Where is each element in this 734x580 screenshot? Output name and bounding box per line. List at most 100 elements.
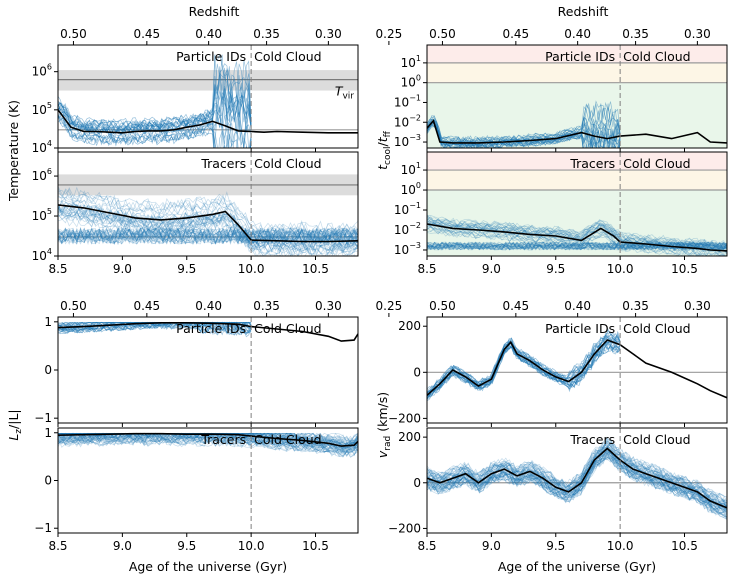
y-tick-label: 100 bbox=[401, 181, 421, 197]
y-tick-label: 10−2 bbox=[394, 113, 421, 129]
trajectory-line bbox=[58, 227, 358, 246]
trajectory-line bbox=[58, 324, 252, 336]
top-axis-label: Redshift bbox=[189, 4, 240, 19]
y-tick-label: 0 bbox=[413, 476, 421, 490]
trajectory-line bbox=[58, 432, 358, 445]
trajectory-line bbox=[58, 433, 358, 456]
y-tick-label: 0 bbox=[44, 363, 52, 377]
trajectory-line bbox=[427, 241, 727, 251]
trajectory-line bbox=[427, 450, 727, 514]
axes-frame bbox=[426, 427, 728, 534]
trajectory-line bbox=[427, 241, 727, 251]
trajectory-line bbox=[427, 455, 727, 516]
panel-1-1 bbox=[427, 152, 727, 256]
trajectory-line bbox=[58, 94, 252, 136]
trajectory-line bbox=[58, 432, 358, 448]
trajectory-line bbox=[58, 435, 358, 458]
panel-2-0 bbox=[58, 317, 358, 423]
trajectory-line bbox=[58, 432, 358, 452]
trajectory-line bbox=[58, 435, 358, 458]
trajectory-line bbox=[58, 87, 252, 134]
trajectory-line bbox=[58, 324, 252, 336]
trajectory-line bbox=[58, 432, 358, 453]
trajectory-line bbox=[427, 218, 727, 251]
trajectory-line bbox=[427, 241, 727, 251]
trajectory-line bbox=[427, 456, 727, 515]
trajectory-line bbox=[427, 221, 727, 253]
trajectory-line bbox=[58, 227, 358, 246]
trajectory-line bbox=[427, 342, 621, 397]
y-tick-label: −1 bbox=[34, 521, 52, 535]
trajectory-line bbox=[427, 219, 727, 252]
trajectory-line bbox=[58, 322, 252, 334]
trajectory-line bbox=[427, 125, 621, 148]
trajectory-line bbox=[58, 432, 358, 447]
x-tick-label: 9.5 bbox=[177, 262, 196, 276]
trajectory-line bbox=[427, 449, 727, 514]
x-tick-label: 10.5 bbox=[671, 262, 698, 276]
x-tick-label: 10.0 bbox=[607, 262, 634, 276]
trajectory-line bbox=[427, 330, 621, 390]
trajectory-line bbox=[58, 227, 358, 245]
x-tick-label: 10.0 bbox=[607, 539, 634, 553]
trajectory-line bbox=[58, 204, 358, 253]
trajectory-line bbox=[427, 241, 727, 251]
panel-label-left: Particle IDs bbox=[545, 49, 615, 64]
x-tick-label: 8.5 bbox=[417, 539, 436, 553]
trajectory-line bbox=[427, 108, 621, 142]
trajectory-line bbox=[427, 452, 727, 518]
panel-3-0 bbox=[427, 317, 727, 423]
trajectory-line bbox=[58, 432, 358, 444]
trajectory-line bbox=[427, 334, 621, 395]
trajectory-line bbox=[58, 435, 358, 455]
trajectory-line bbox=[58, 435, 358, 457]
trajectory-line bbox=[427, 451, 727, 516]
trajectory-line bbox=[58, 91, 252, 148]
trajectory-line bbox=[58, 432, 358, 453]
bg-band bbox=[427, 62, 727, 83]
trajectory-line bbox=[427, 241, 727, 251]
trajectory-line bbox=[427, 214, 727, 247]
trajectory-line bbox=[58, 323, 252, 338]
top-tick-label: 0.50 bbox=[60, 299, 87, 313]
trajectory-line bbox=[427, 216, 727, 248]
trajectory-line bbox=[427, 226, 727, 256]
trajectory-line bbox=[58, 432, 358, 455]
virial-band bbox=[58, 70, 358, 91]
trajectory-line bbox=[427, 241, 727, 251]
panel-label-left: Tracers bbox=[200, 156, 246, 171]
trajectory-line bbox=[427, 226, 714, 256]
trajectory-line bbox=[58, 227, 358, 246]
trajectory-line bbox=[427, 441, 727, 506]
trajectory-line bbox=[58, 199, 358, 248]
median-line bbox=[58, 204, 358, 243]
trajectory-line bbox=[427, 229, 726, 256]
trajectory-line bbox=[58, 117, 252, 148]
axes-frame bbox=[57, 151, 359, 257]
trajectory-line bbox=[427, 241, 727, 251]
panel-3-1 bbox=[427, 428, 727, 533]
panel-label-right: Cold Cloud bbox=[254, 49, 321, 64]
trajectory-line bbox=[58, 207, 358, 256]
trajectory-line bbox=[427, 452, 727, 514]
trajectory-line bbox=[427, 332, 621, 393]
trajectory-line bbox=[58, 60, 252, 129]
x-tick-label: 9.5 bbox=[177, 539, 196, 553]
trajectory-line bbox=[427, 101, 621, 142]
trajectory-line bbox=[58, 227, 358, 245]
trajectory-line bbox=[58, 226, 358, 245]
trajectory-line bbox=[58, 227, 358, 246]
panel-label-right: Cold Cloud bbox=[254, 432, 321, 447]
trajectory-line bbox=[427, 241, 727, 251]
trajectory-line bbox=[58, 115, 252, 148]
top-tick-label: 0.40 bbox=[195, 27, 222, 41]
trajectory-line bbox=[427, 241, 727, 251]
top-tick-label: 0.25 bbox=[376, 27, 403, 41]
trajectory-line bbox=[58, 227, 358, 245]
trajectory-line bbox=[427, 100, 621, 142]
trajectory-line bbox=[58, 227, 358, 245]
y-tick-label: −200 bbox=[388, 411, 421, 425]
trajectory-line bbox=[427, 453, 727, 518]
axes-frame bbox=[426, 316, 728, 424]
panel-label-left: Tracers bbox=[569, 156, 615, 171]
